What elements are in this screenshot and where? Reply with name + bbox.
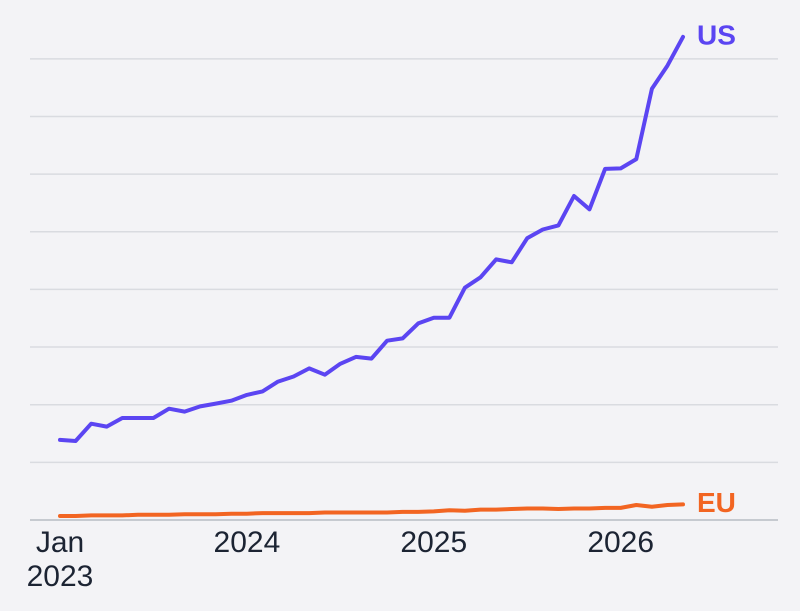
x-tick-label: 2026	[587, 526, 655, 559]
series-label: EU	[697, 487, 736, 518]
line-series	[58, 34, 685, 443]
series-label: US	[697, 19, 736, 50]
x-tick-label: 2024	[213, 526, 281, 559]
x-tick-label: 2025	[400, 526, 468, 559]
line-series	[58, 502, 685, 518]
x-tick-label: Jan 2023	[26, 526, 94, 593]
